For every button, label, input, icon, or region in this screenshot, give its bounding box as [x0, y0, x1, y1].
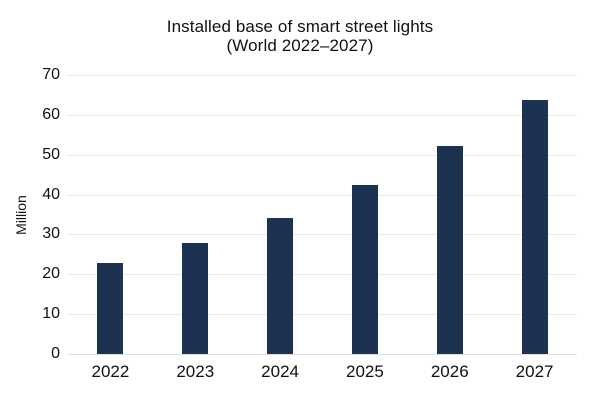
gridline [68, 75, 577, 76]
bar-2027 [521, 99, 548, 354]
y-tick-label: 70 [42, 66, 60, 83]
gridline [68, 194, 577, 196]
gridline [68, 234, 577, 236]
chart-subtitle: (World 2022–2027) [226, 36, 374, 55]
gridline [68, 354, 577, 355]
bar-2023 [182, 242, 209, 354]
gridline [68, 154, 577, 156]
y-tick-label: 20 [42, 265, 60, 283]
gridline [68, 314, 577, 316]
gridline [68, 114, 577, 116]
bar-2026 [436, 146, 463, 354]
plot-area [68, 75, 577, 355]
x-tick-label: 2023 [176, 362, 215, 381]
chart-title: Installed base of smart street lights [166, 17, 434, 36]
bar-2022 [97, 262, 124, 354]
x-tick-label: 2024 [261, 362, 299, 381]
y-tick-label: 60 [42, 105, 60, 123]
x-tick-label: 2026 [430, 362, 469, 381]
y-tick-label: 40 [42, 185, 60, 203]
y-tick-label: 10 [42, 305, 60, 323]
y-tick-label: 50 [42, 145, 60, 163]
bar-2024 [267, 217, 294, 354]
y-axis-tick-labels: 0 10 20 30 40 50 60 70 [0, 67, 60, 362]
gridline [68, 274, 577, 276]
y-tick-label: 30 [42, 225, 60, 243]
x-tick-label: 2027 [515, 362, 554, 381]
chart-title-block: Installed base of smart street lights (W… [0, 17, 600, 55]
x-tick-label: 2025 [346, 362, 384, 381]
y-tick-label: 0 [51, 345, 60, 362]
bar-2025 [351, 185, 378, 354]
x-tick-label: 2022 [91, 362, 130, 381]
x-axis-tick-labels: 2022 2023 2024 2025 2026 2027 [68, 362, 577, 384]
